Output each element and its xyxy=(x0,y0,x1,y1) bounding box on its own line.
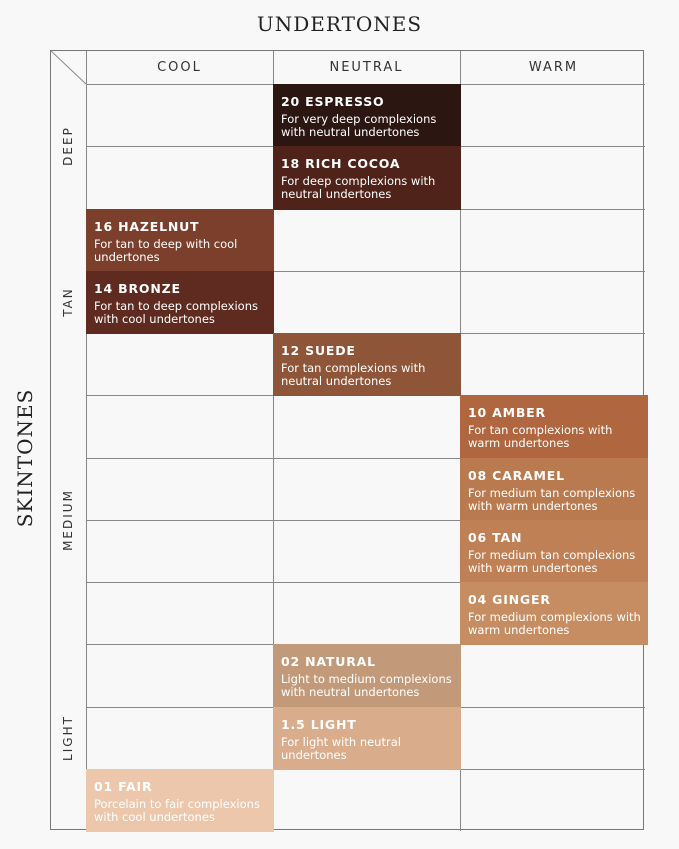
corner-diagonal xyxy=(51,51,87,85)
shade-cell: 02 NATURAL Light to medium complexions wi… xyxy=(273,644,461,708)
shade-name: 16 HAZELNUT xyxy=(94,218,200,234)
column-header-neutral: NEUTRAL xyxy=(329,60,404,75)
shade-cell: 08 CARAMEL For medium tan complexions wit… xyxy=(460,457,648,521)
shade-name: 10 AMBER xyxy=(468,405,546,421)
grid-line xyxy=(86,51,87,831)
shade-name: 20 ESPRESSO xyxy=(281,94,385,109)
shade-description: For tan complexions with warm undertones xyxy=(468,423,613,451)
shade-name: 06 TAN xyxy=(468,529,523,545)
grid-line xyxy=(86,519,645,521)
shade-description: For medium tan complexions with warm und… xyxy=(468,485,636,513)
shade-cell: 20 ESPRESSO For very deep complexions wit… xyxy=(273,84,461,148)
shade-name: 14 BRONZE xyxy=(94,280,181,296)
grid-line xyxy=(86,582,645,583)
shade-name: 08 CARAMEL xyxy=(468,467,565,483)
column-header-cool: COOL xyxy=(157,60,202,75)
shade-description: For very deep complexions with neutral u… xyxy=(281,112,437,139)
shade-cell: 06 TAN For medium tan complexions with wa… xyxy=(460,519,648,583)
grid-line xyxy=(273,51,274,831)
row-label-light: LIGHT xyxy=(61,714,75,761)
shade-cell: 1.5 LIGHT For light with neutral underton… xyxy=(273,706,461,770)
shade-cell: 18 RICH COCOA For deep complexions with n… xyxy=(273,146,461,210)
shade-grid: COOL NEUTRAL WARM DEEP TAN MEDIUM LIGHT 20 ESPR… xyxy=(50,50,648,832)
shade-cell: 01 FAIR Porcelain to fair complexions wit… xyxy=(86,768,274,832)
shade-description: For medium complexions with warm underto… xyxy=(468,610,641,637)
shade-cell: 12 SUEDE For tan complexions with neutral… xyxy=(273,333,461,397)
shade-name: 01 FAIR xyxy=(94,778,153,794)
grid-line xyxy=(86,457,645,459)
row-label-tan: TAN xyxy=(61,287,75,317)
shade-name: 18 RICH COCOA xyxy=(281,156,401,172)
shade-cell: 10 AMBER For tan complexions with warm un… xyxy=(460,395,648,459)
column-header-warm: WARM xyxy=(528,60,579,75)
skintones-title: SKINTONES xyxy=(13,388,37,528)
shade-description: For light with neutral undertones xyxy=(281,734,401,762)
shade-name: 04 GINGER xyxy=(468,592,551,607)
undertones-title: UNDERTONES xyxy=(256,12,423,36)
row-label-medium: MEDIUM xyxy=(61,488,75,551)
shade-description: For medium tan complexions with warm und… xyxy=(468,547,636,575)
shade-description: For tan to deep complexions with cool un… xyxy=(94,298,258,326)
row-label-deep: DEEP xyxy=(61,126,75,167)
shade-cell: 04 GINGER For medium complexions with war… xyxy=(460,582,648,646)
shade-description: For deep complexions with neutral undert… xyxy=(281,174,436,202)
shade-description: Porcelain to fair complexions with cool … xyxy=(94,796,260,824)
shade-name: 02 NATURAL xyxy=(281,654,376,670)
shade-description: For tan complexions with neutral underto… xyxy=(281,361,426,388)
shade-name: 12 SUEDE xyxy=(281,343,356,358)
grid-line xyxy=(86,270,645,272)
shade-cell: 16 HAZELNUT For tan to deep with cool und… xyxy=(86,208,274,272)
shade-cell: 14 BRONZE For tan to deep complexions wit… xyxy=(86,270,274,334)
shade-name: 1.5 LIGHT xyxy=(281,716,357,732)
shade-description: Light to medium complexions with neutral… xyxy=(281,672,452,700)
shade-description: For tan to deep with cool undertones xyxy=(94,236,238,264)
